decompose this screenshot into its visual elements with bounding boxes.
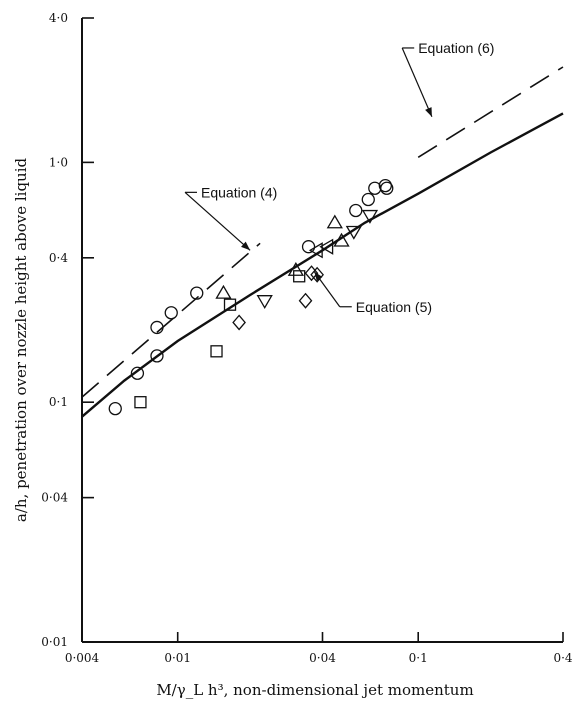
equation-lines — [81, 66, 564, 418]
x-tick-label: 0·1 — [409, 651, 428, 665]
annotation-pointer — [184, 191, 251, 251]
x-tick-label: 0·01 — [164, 651, 191, 665]
equation-label: Equation (5) — [356, 299, 432, 315]
arrowhead — [314, 271, 323, 282]
arrowhead — [425, 107, 432, 117]
triangle-up-marker — [333, 232, 350, 247]
equation-5-line — [81, 112, 564, 418]
circle-marker — [349, 203, 363, 218]
equation-6-line — [417, 66, 564, 158]
triangle-down-marker — [256, 295, 273, 309]
arrowhead — [241, 241, 251, 251]
y-axis-label: a/h, penetration over nozzle height abov… — [12, 157, 30, 522]
equation-4-line — [81, 242, 261, 398]
annotation-pointer — [401, 47, 433, 117]
circle-marker — [190, 286, 204, 300]
square-marker — [210, 345, 223, 358]
y-tick-label: 0·1 — [49, 395, 68, 409]
equation-label: Equation (6) — [418, 40, 494, 56]
circle-marker — [361, 192, 375, 207]
circle-marker — [380, 181, 394, 195]
y-tick-label: 4·0 — [49, 11, 68, 25]
data-points — [108, 178, 394, 416]
y-tick-label: 0·01 — [41, 635, 68, 649]
triangle-up-marker — [287, 261, 305, 276]
circle-marker — [130, 366, 145, 380]
circle-marker — [378, 178, 392, 193]
diamond-marker — [232, 314, 246, 331]
square-marker — [223, 298, 237, 311]
square-marker — [134, 396, 147, 409]
circle-marker — [150, 320, 164, 335]
triangle-down-marker — [361, 209, 379, 224]
diamond-marker — [298, 292, 313, 309]
y-tick-label: 0·4 — [49, 251, 68, 265]
triangle-up-marker — [326, 214, 343, 229]
triangle-left-marker — [319, 238, 334, 255]
x-tick-label: 0·004 — [65, 651, 100, 665]
diamond-marker — [310, 266, 324, 283]
square-marker — [293, 270, 306, 283]
triangle-up-marker — [215, 284, 232, 299]
circle-marker — [150, 349, 164, 363]
circle-marker — [164, 306, 178, 320]
y-tick-label: 1·0 — [49, 155, 68, 169]
diamond-marker — [304, 265, 319, 282]
triangle-down-marker — [345, 225, 362, 240]
x-axis-label: M/γ_L h³, non-dimensional jet momentum — [156, 681, 473, 699]
equation-label: Equation (4) — [201, 184, 277, 200]
circle-marker — [301, 240, 316, 254]
triangle-left-marker — [308, 242, 323, 259]
annotations: Equation (4) Equation (5) Equation (6) — [184, 40, 494, 315]
y-tick-label: 0·04 — [41, 491, 68, 505]
x-tick-label: 0·04 — [309, 651, 336, 665]
x-tick-label: 0·4 — [553, 651, 572, 665]
ticks: 0·004 0·01 0·04 0·1 0·4 0·01 0·04 0·1 0·4 1·0 4·0 — [41, 11, 573, 665]
circle-marker — [108, 401, 122, 416]
